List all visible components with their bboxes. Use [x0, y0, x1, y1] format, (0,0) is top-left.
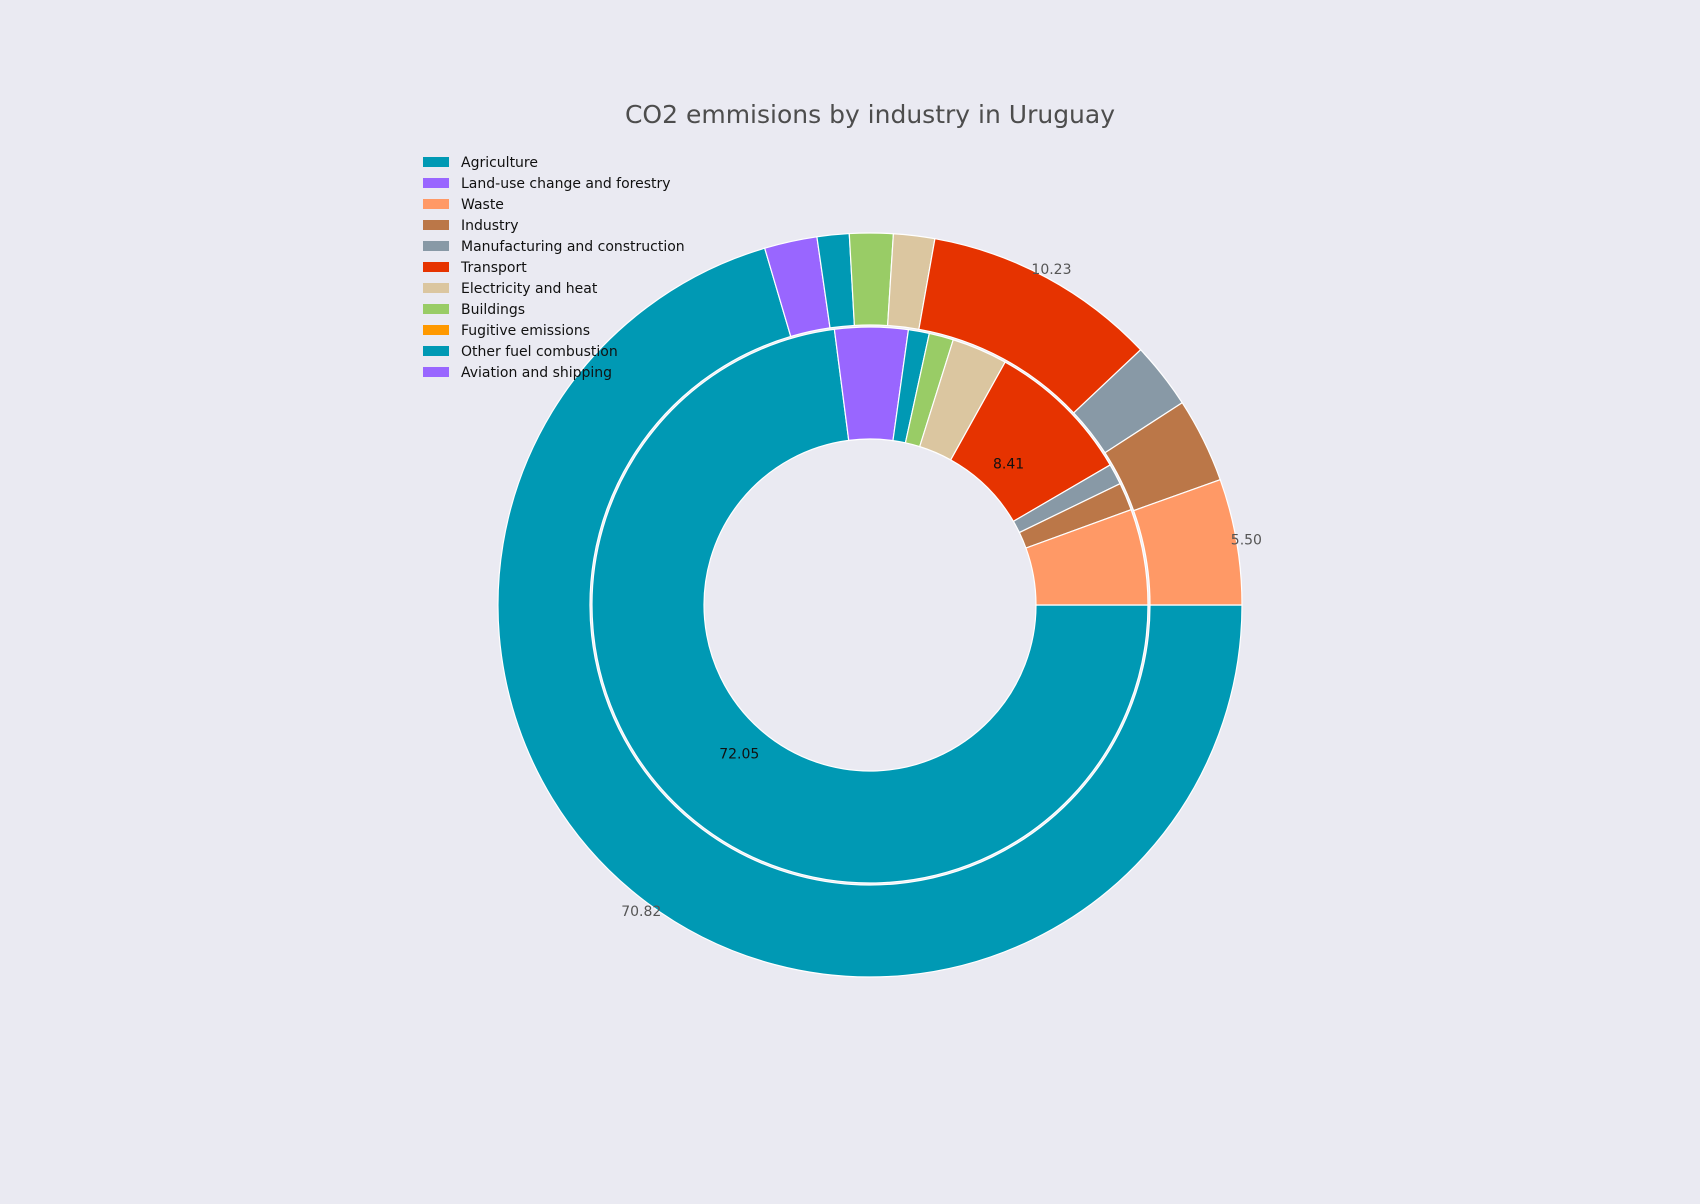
legend-item-waste[interactable]: Waste — [423, 197, 504, 213]
legend-item-industry[interactable]: Industry — [423, 218, 519, 234]
outer-ring — [497, 232, 1243, 978]
legend-item-land-use-change-and-forestry[interactable]: Land-use change and forestry — [423, 176, 671, 192]
legend-swatch-other-fuel-combustion — [423, 346, 449, 356]
legend-swatch-industry — [423, 220, 449, 230]
legend-item-other-fuel-combustion[interactable]: Other fuel combustion — [423, 344, 618, 360]
outer-data-label-transport: 10.23 — [1031, 262, 1071, 278]
legend-swatch-agriculture — [423, 157, 449, 167]
outer-data-label-agriculture: 70.82 — [621, 904, 661, 920]
legend: Agriculture Land-use change and forestry W… — [423, 155, 685, 381]
legend-label-aviation-and-shipping: Aviation and shipping — [461, 365, 612, 381]
legend-swatch-buildings — [423, 304, 449, 314]
legend-label-transport: Transport — [460, 260, 527, 276]
legend-label-fugitive-emissions: Fugitive emissions — [461, 323, 590, 339]
chart-title: CO2 emmisions by industry in Uruguay — [625, 100, 1115, 129]
legend-item-buildings[interactable]: Buildings — [423, 302, 525, 318]
legend-label-industry: Industry — [461, 218, 519, 234]
legend-swatch-transport — [423, 262, 449, 272]
inner-data-label-agriculture: 72.05 — [719, 747, 759, 763]
legend-label-manufacturing-and-construction: Manufacturing and construction — [461, 239, 685, 255]
legend-label-electricity-and-heat: Electricity and heat — [461, 281, 598, 297]
legend-item-fugitive-emissions[interactable]: Fugitive emissions — [423, 323, 590, 339]
outer-slice-waste[interactable] — [1132, 478, 1243, 606]
legend-label-land-use-change-and-forestry: Land-use change and forestry — [461, 176, 671, 192]
legend-item-agriculture[interactable]: Agriculture — [423, 155, 538, 171]
legend-item-electricity-and-heat[interactable]: Electricity and heat — [423, 281, 598, 297]
legend-label-other-fuel-combustion: Other fuel combustion — [461, 344, 618, 360]
legend-swatch-land-use-change-and-forestry — [423, 178, 449, 188]
legend-item-manufacturing-and-construction[interactable]: Manufacturing and construction — [423, 239, 685, 255]
legend-swatch-electricity-and-heat — [423, 283, 449, 293]
legend-swatch-waste — [423, 199, 449, 209]
outer-slice-buildings[interactable] — [848, 232, 895, 327]
legend-swatch-fugitive-emissions — [423, 325, 449, 335]
legend-item-transport[interactable]: Transport — [423, 260, 527, 276]
legend-label-waste: Waste — [461, 197, 504, 213]
inner-slice-agriculture[interactable] — [591, 328, 1149, 884]
legend-label-buildings: Buildings — [461, 302, 525, 318]
outer-slice-agriculture[interactable] — [497, 247, 1243, 978]
legend-item-aviation-and-shipping[interactable]: Aviation and shipping — [423, 365, 612, 381]
inner-data-label-transport: 8.41 — [993, 457, 1024, 473]
legend-swatch-aviation-and-shipping — [423, 367, 449, 377]
data-labels: 70.82 10.23 5.50 72.05 8.41 — [621, 262, 1262, 920]
inner-ring — [591, 326, 1149, 884]
outer-data-label-waste: 5.50 — [1231, 533, 1262, 549]
inner-slice-waste[interactable] — [1025, 508, 1149, 606]
legend-swatch-manufacturing-and-construction — [423, 241, 449, 251]
legend-label-agriculture: Agriculture — [461, 155, 538, 171]
